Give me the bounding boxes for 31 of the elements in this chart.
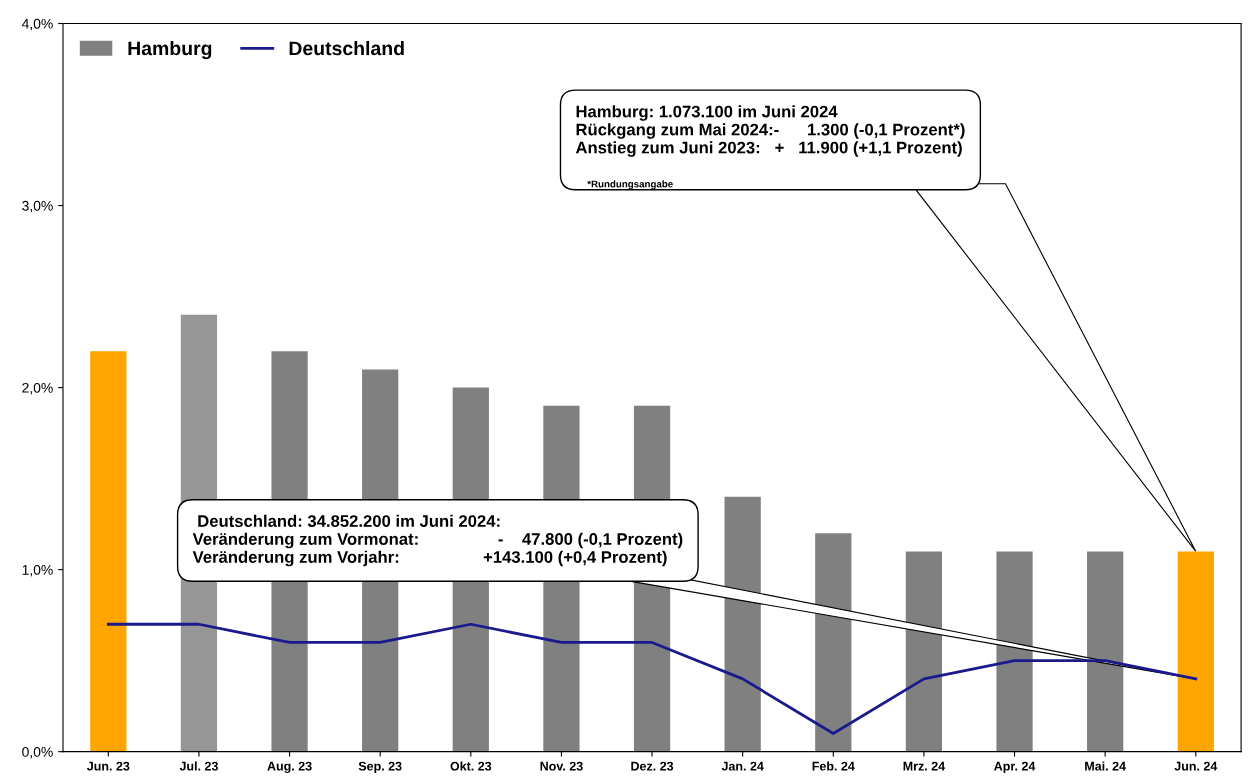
bar: [996, 551, 1033, 752]
y-tick-label: 4,0%: [21, 18, 53, 31]
x-tick-label: Mrz. 24: [903, 761, 946, 771]
x-tick-label: Nov. 23: [540, 761, 583, 771]
x-tick-label: Okt. 23: [450, 761, 492, 771]
annotation: Deutschland: 34.852.200 im Juni 2024: Veränderung zum Vormonat: - 47.800 (-0,1 Prozent) Veränderung zum Vorjahr: +143.100 (+0,4 Prozent): [192, 514, 683, 567]
annotation: Hamburg: 1.073.100 im Juni 2024 Rückgang zum Mai 2024:- 1.300 (-0,1 Prozent*) Anstieg zum Juni 2023: + 11.900 (+1,1 Prozent): [575, 105, 965, 157]
x-tick-label: Jun. 23: [86, 761, 130, 771]
legend-label: Hamburg: [128, 40, 212, 60]
bar: [1087, 551, 1124, 752]
bar: [1177, 551, 1214, 752]
line-series: [106, 622, 1198, 735]
bar: [905, 551, 943, 752]
y-tick-label: 2,0%: [22, 382, 53, 395]
legend-label: Deutschland: [289, 40, 404, 56]
x-tick-label: Aug. 23: [267, 761, 312, 774]
y-tick-label: 0,0%: [22, 747, 53, 759]
x-tick-label: Jul. 23: [179, 761, 218, 771]
x-tick-label: Apr. 24: [994, 761, 1036, 774]
annotation: *Rundungsangabe: [587, 180, 673, 190]
y-tick-label: 3,0%: [22, 200, 53, 213]
bar: [90, 351, 127, 752]
x-tick-label: Jun. 24: [1174, 761, 1218, 771]
x-tick-label: Jan. 24: [721, 761, 764, 771]
bar: [815, 533, 852, 752]
bar: [724, 496, 761, 752]
x-tick-label: Mai. 24: [1085, 761, 1126, 771]
x-tick-label: Sep. 23: [358, 761, 402, 774]
x-tick-label: Dez. 23: [631, 761, 674, 771]
y-tick-label: 1,0%: [22, 564, 53, 577]
x-tick-label: Feb. 24: [812, 761, 855, 771]
